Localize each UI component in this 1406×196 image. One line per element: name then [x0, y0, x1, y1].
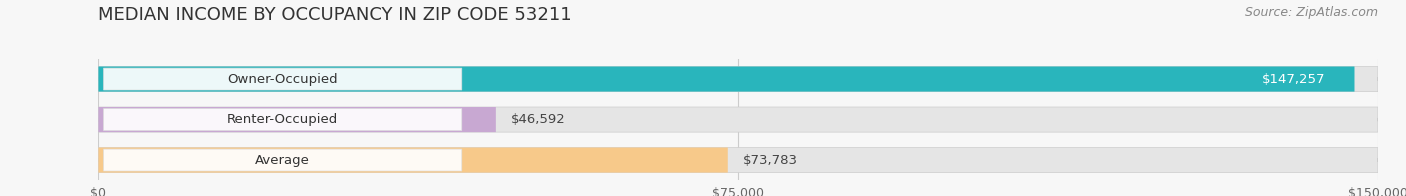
Text: Source: ZipAtlas.com: Source: ZipAtlas.com — [1244, 6, 1378, 19]
Text: $147,257: $147,257 — [1263, 73, 1326, 85]
FancyBboxPatch shape — [98, 148, 1378, 173]
FancyBboxPatch shape — [98, 148, 728, 173]
Text: $73,783: $73,783 — [744, 154, 799, 167]
FancyBboxPatch shape — [98, 107, 496, 132]
FancyBboxPatch shape — [98, 107, 1378, 132]
Text: $46,592: $46,592 — [512, 113, 567, 126]
FancyBboxPatch shape — [104, 68, 461, 90]
FancyBboxPatch shape — [98, 66, 1378, 92]
Text: Owner-Occupied: Owner-Occupied — [228, 73, 337, 85]
FancyBboxPatch shape — [104, 149, 461, 171]
Text: Average: Average — [256, 154, 311, 167]
Text: Renter-Occupied: Renter-Occupied — [226, 113, 339, 126]
FancyBboxPatch shape — [104, 109, 461, 131]
Text: MEDIAN INCOME BY OCCUPANCY IN ZIP CODE 53211: MEDIAN INCOME BY OCCUPANCY IN ZIP CODE 5… — [98, 6, 572, 24]
FancyBboxPatch shape — [98, 66, 1354, 92]
